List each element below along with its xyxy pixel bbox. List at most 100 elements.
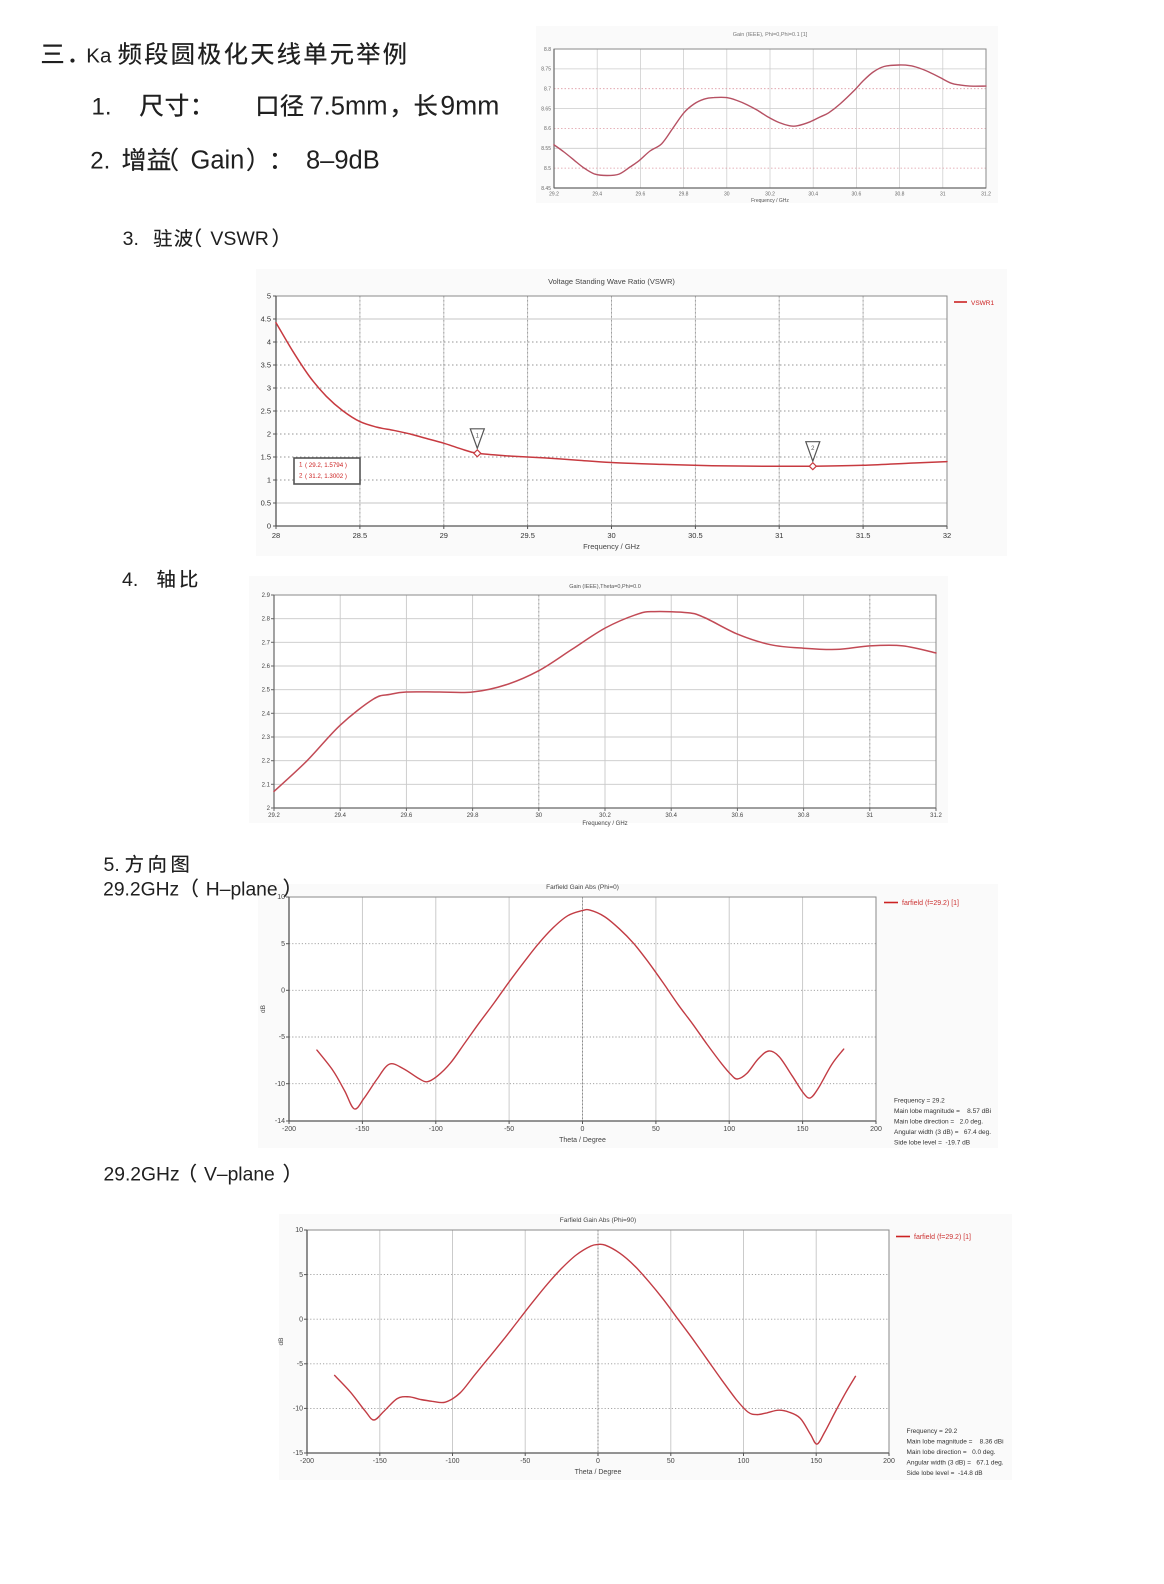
- svg-text:farfield (f=29.2) [1]: farfield (f=29.2) [1]: [902, 900, 959, 907]
- svg-text:30.2: 30.2: [599, 813, 611, 819]
- svg-text:2.2: 2.2: [262, 759, 271, 765]
- svg-text:2.5: 2.5: [262, 688, 271, 694]
- svg-text:VSWR1: VSWR1: [971, 300, 995, 307]
- svg-text:8.8: 8.8: [544, 47, 551, 53]
- svg-text:2.7: 2.7: [262, 640, 271, 646]
- svg-text:Frequency = 29.2: Frequency = 29.2: [907, 1428, 958, 1435]
- svg-text:1: 1: [299, 462, 303, 469]
- svg-text:0: 0: [267, 522, 271, 531]
- svg-text:-10: -10: [275, 1081, 285, 1088]
- svg-text:Theta / Degree: Theta / Degree: [575, 1469, 622, 1476]
- svg-text:2: 2: [299, 473, 303, 480]
- svg-text:30.4: 30.4: [665, 813, 677, 819]
- svg-text:1.5: 1.5: [261, 453, 271, 462]
- svg-text:Angular width (3 dB) = 67.1: Angular width (3 dB) = 67.1 deg.: [907, 1460, 1004, 1467]
- svg-text:150: 150: [810, 1458, 822, 1465]
- svg-text:4.: 4.: [122, 569, 138, 591]
- svg-text:2.9: 2.9: [262, 593, 271, 599]
- svg-text:30: 30: [535, 813, 542, 819]
- svg-text:8.5: 8.5: [544, 166, 551, 172]
- svg-text:32: 32: [943, 531, 951, 540]
- svg-text:29.5: 29.5: [520, 531, 535, 540]
- svg-text:200: 200: [870, 1126, 882, 1133]
- svg-text:Gain (IEEE),Theta=0,Phi=0.0: Gain (IEEE),Theta=0,Phi=0.0: [569, 584, 641, 590]
- svg-text:0: 0: [596, 1458, 600, 1465]
- svg-text:2: 2: [267, 430, 271, 439]
- svg-text:30.6: 30.6: [732, 813, 744, 819]
- svg-text:30.4: 30.4: [808, 192, 818, 198]
- svg-text:29.2: 29.2: [549, 192, 559, 198]
- svg-text:-15: -15: [293, 1450, 303, 1457]
- svg-text:( 31.2, 1.3002 ): ( 31.2, 1.3002 ): [305, 473, 347, 480]
- svg-text:2.3: 2.3: [262, 735, 271, 741]
- svg-text:5: 5: [267, 292, 271, 301]
- svg-text:30.2: 30.2: [765, 192, 775, 198]
- svg-text:-100: -100: [429, 1126, 443, 1133]
- svg-text:Farfield Gain Abs (Phi=90): Farfield Gain Abs (Phi=90): [560, 1217, 636, 1224]
- svg-text:-5: -5: [279, 1034, 285, 1041]
- svg-text:3.: 3.: [123, 228, 139, 250]
- svg-text:Side lobe level = -19.7 dB: Side lobe level = -19.7 dB: [894, 1139, 970, 1146]
- svg-text:V–plane: V–plane: [204, 1165, 275, 1186]
- svg-text:5: 5: [281, 941, 285, 948]
- svg-text:1.: 1.: [92, 93, 112, 120]
- svg-text:1: 1: [267, 476, 271, 485]
- svg-text:4.5: 4.5: [261, 315, 271, 324]
- svg-text:Ka: Ka: [86, 45, 112, 68]
- svg-text:2.1: 2.1: [262, 782, 271, 788]
- svg-text:31.2: 31.2: [930, 813, 942, 819]
- svg-text:30.6: 30.6: [852, 192, 862, 198]
- svg-text:10: 10: [277, 894, 285, 901]
- svg-text:Side lobe level = -14.8 dB: Side lobe level = -14.8 dB: [907, 1470, 983, 1477]
- svg-text:30.5: 30.5: [688, 531, 703, 540]
- svg-text:dB: dB: [260, 1005, 267, 1013]
- svg-text:0.5: 0.5: [261, 499, 271, 508]
- svg-text:2: 2: [811, 446, 815, 452]
- svg-text:Frequency = 29.2: Frequency = 29.2: [894, 1097, 945, 1104]
- svg-text:10: 10: [295, 1227, 303, 1234]
- svg-text:-200: -200: [300, 1458, 314, 1465]
- svg-text:Gain: Gain: [191, 147, 245, 175]
- svg-text:Farfield Gain Abs (Phi=0): Farfield Gain Abs (Phi=0): [546, 884, 619, 891]
- svg-text:31: 31: [866, 813, 873, 819]
- svg-text:30.8: 30.8: [798, 813, 810, 819]
- svg-text:0: 0: [581, 1126, 585, 1133]
- svg-text:30: 30: [607, 531, 615, 540]
- svg-text:29.4: 29.4: [334, 813, 346, 819]
- svg-text:28.5: 28.5: [353, 531, 368, 540]
- svg-text:30.8: 30.8: [895, 192, 905, 198]
- svg-text:VSWR: VSWR: [210, 228, 269, 250]
- svg-text:31: 31: [775, 531, 783, 540]
- svg-text:29.8: 29.8: [467, 813, 479, 819]
- svg-text:29.2GHz: 29.2GHz: [104, 1165, 180, 1186]
- svg-text:2.: 2.: [90, 148, 110, 175]
- svg-text:29: 29: [440, 531, 448, 540]
- svg-text:2.5: 2.5: [261, 407, 271, 416]
- svg-text:29.8: 29.8: [679, 192, 689, 198]
- svg-text:-100: -100: [445, 1458, 459, 1465]
- svg-text:-200: -200: [282, 1126, 296, 1133]
- svg-text:5.: 5.: [104, 854, 120, 876]
- svg-text:Frequency / GHz: Frequency / GHz: [582, 821, 627, 827]
- svg-text:H–plane: H–plane: [206, 879, 278, 900]
- svg-text:Main lobe direction = 2.0 de: Main lobe direction = 2.0 deg.: [894, 1118, 983, 1125]
- svg-text:8.75: 8.75: [541, 67, 551, 73]
- svg-text:5: 5: [299, 1272, 303, 1279]
- svg-text:50: 50: [652, 1126, 660, 1133]
- svg-text:2.8: 2.8: [262, 617, 271, 623]
- svg-text:50: 50: [667, 1458, 675, 1465]
- svg-text:-10: -10: [293, 1406, 303, 1413]
- svg-text:9mm: 9mm: [440, 90, 499, 120]
- svg-text:28: 28: [272, 531, 280, 540]
- svg-text:2: 2: [267, 806, 271, 812]
- svg-text:2.4: 2.4: [262, 711, 271, 717]
- svg-text:0: 0: [281, 988, 285, 995]
- svg-text:8–9dB: 8–9dB: [306, 147, 380, 175]
- svg-text:29.6: 29.6: [636, 192, 646, 198]
- svg-text:-50: -50: [520, 1458, 530, 1465]
- svg-text:Angular width (3 dB) = 67.4: Angular width (3 dB) = 67.4 deg.: [894, 1129, 991, 1136]
- svg-text:Main lobe magnitude = 8.36: Main lobe magnitude = 8.36 dBi: [907, 1439, 1004, 1446]
- svg-text:8.7: 8.7: [544, 87, 551, 93]
- svg-text:Main lobe direction = 0.0 de: Main lobe direction = 0.0 deg.: [907, 1449, 996, 1456]
- svg-text:29.6: 29.6: [401, 813, 413, 819]
